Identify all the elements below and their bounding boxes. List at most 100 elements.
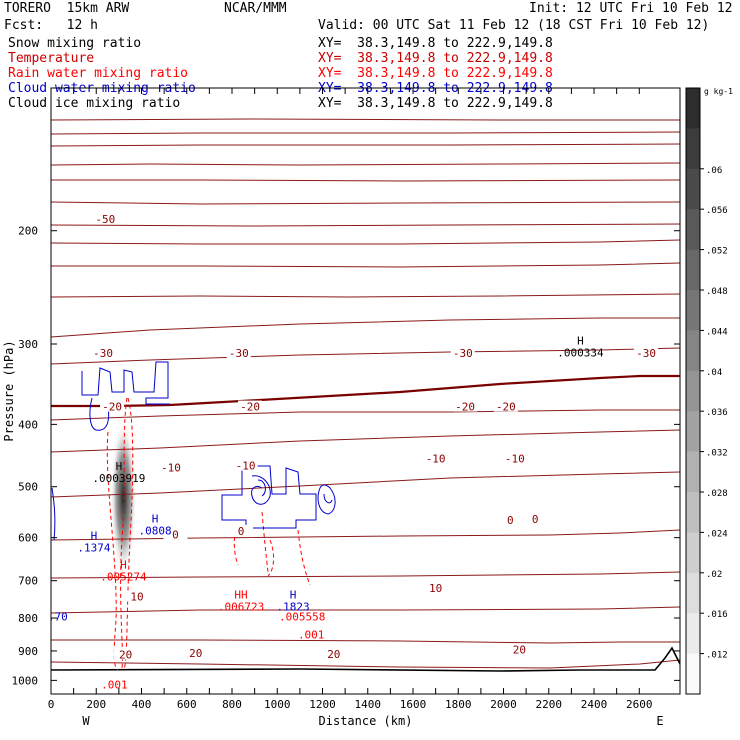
field-xy-rain: XY= 38.3,149.8 to 222.9,149.8 [318, 66, 553, 81]
isotherm-line [51, 179, 681, 182]
cloud-water-contour [51, 487, 56, 541]
temperature-label-bg [163, 528, 188, 540]
y-axis-title: Pressure (hPa) [2, 340, 16, 441]
colorbar-bin [686, 613, 700, 655]
temperature-label: -30 [93, 347, 113, 360]
extremum-value: .0003919 [92, 472, 145, 485]
colorbar-bin [686, 168, 700, 210]
temperature-label: -20 [496, 401, 516, 414]
colorbar-frame [685, 87, 701, 695]
cloud-water-contour [89, 397, 110, 431]
y-tick-label: 400 [18, 418, 38, 431]
field-name-temperature: Temperature [8, 51, 95, 66]
temperature-label-bg [238, 400, 263, 412]
isotherm-line [50, 162, 681, 166]
valid-time: Valid: 00 UTC Sat 11 Feb 12 (18 CST Fri … [318, 18, 710, 33]
field-xy-snow: XY= 38.3,149.8 to 222.9,149.8 [318, 36, 553, 51]
rain-contour [267, 539, 275, 577]
isotherm-line [50, 118, 680, 121]
colorbar-tick-label: .024 [706, 529, 728, 539]
field-xy-temperature: XY= 38.3,149.8 to 222.9,149.8 [318, 51, 553, 66]
colorbar-tick-label: .052 [706, 247, 728, 257]
y-tick-label: 500 [18, 481, 38, 494]
x-tick-label: 1400 [355, 698, 382, 711]
temperature-label: 20 [513, 644, 526, 657]
field-xy-cloud-ice: XY= 38.3,149.8 to 222.9,149.8 [318, 96, 553, 111]
x-axis-title: Distance (km) [319, 714, 413, 728]
temperature-label-bg [183, 646, 208, 658]
extremum-value: .000334 [557, 346, 604, 359]
colorbar-tick-label: .06 [706, 166, 722, 176]
x-tick-label: 200 [86, 698, 106, 711]
colorbar-tick-label: .04 [706, 368, 722, 378]
field-name-cloud-ice: Cloud ice mixing ratio [8, 96, 181, 111]
temperature-label-bg [226, 346, 251, 358]
colorbar-bin [686, 290, 700, 331]
rain-contour [123, 397, 134, 671]
temperature-label-bg [93, 212, 118, 224]
y-tick-label: 800 [18, 612, 38, 625]
temperature-label: 20 [189, 647, 202, 660]
temperature-label: 20 [119, 648, 132, 661]
isotherm-line [50, 409, 680, 421]
colorbar-bin [686, 330, 700, 372]
extremum-value: .70 [48, 610, 68, 623]
center-title: NCAR/MMM [224, 1, 287, 16]
isotherm-line [50, 471, 681, 498]
x-tick-label: 600 [177, 698, 197, 711]
y-tick-label: 200 [18, 225, 38, 238]
temperature-label-bg [450, 346, 475, 358]
temperature-label-bg [493, 400, 518, 412]
terrain-line [50, 646, 681, 672]
temperature-label: 0 [172, 529, 179, 542]
forecast-hour: Fcst: 12 h [4, 18, 98, 33]
x-tick-label: 1800 [445, 698, 472, 711]
y-tick-label: 900 [18, 645, 38, 658]
extremum-value: .001 [298, 628, 325, 641]
x-tick-label: 2000 [490, 698, 517, 711]
colorbar-unit: g kg-1 [704, 87, 733, 96]
cloud-water-contour [323, 493, 333, 504]
colorbar-tick-label: .016 [706, 610, 728, 620]
colorbar-bin [686, 653, 700, 695]
isotherm-line [50, 659, 681, 669]
colorbar-bin [686, 451, 700, 493]
x-tick-label: 400 [132, 698, 152, 711]
extremum-value: .0808 [139, 525, 172, 538]
y-tick-label: 600 [18, 532, 38, 545]
x-tick-label: 1000 [264, 698, 291, 711]
temperature-label-bg [229, 524, 254, 536]
colorbar-bin [686, 492, 700, 533]
colorbar-bin [686, 128, 700, 170]
colorbar-bin [686, 411, 700, 453]
isotherm-line [51, 262, 681, 268]
x-tick-label: 2400 [581, 698, 608, 711]
isotherm-line [50, 239, 681, 245]
temperature-label: -10 [505, 452, 525, 465]
temperature-label-bg [498, 513, 523, 525]
colorbar-tick-label: .02 [706, 570, 722, 580]
colorbar-bin [686, 572, 700, 614]
temperature-label: -10 [236, 460, 256, 473]
temperature-label-bg [502, 452, 527, 464]
temperature-label-bg [453, 400, 478, 412]
colorbar-tick-label: .036 [706, 408, 728, 418]
temperature-label-bg [507, 643, 532, 655]
temperature-label-bg [100, 400, 125, 412]
isotherm-line [50, 606, 681, 614]
colorbar-bin [686, 532, 700, 574]
freezing-level-line [51, 374, 680, 408]
colorbar-tick-label: .032 [706, 449, 728, 459]
x-tick-label: 0 [48, 698, 55, 711]
colorbar-tick-label: .012 [706, 651, 728, 661]
temperature-label: 10 [130, 591, 143, 604]
x-tick-label: 800 [222, 698, 242, 711]
isotherm-line [50, 571, 681, 579]
isotherm-line [50, 317, 680, 338]
rain-contour [120, 397, 128, 669]
colorbar-bin [686, 88, 700, 129]
temperature-label: 0 [532, 513, 539, 526]
extremum-value: .006723 [218, 601, 264, 614]
temperature-label-bg [523, 512, 548, 524]
